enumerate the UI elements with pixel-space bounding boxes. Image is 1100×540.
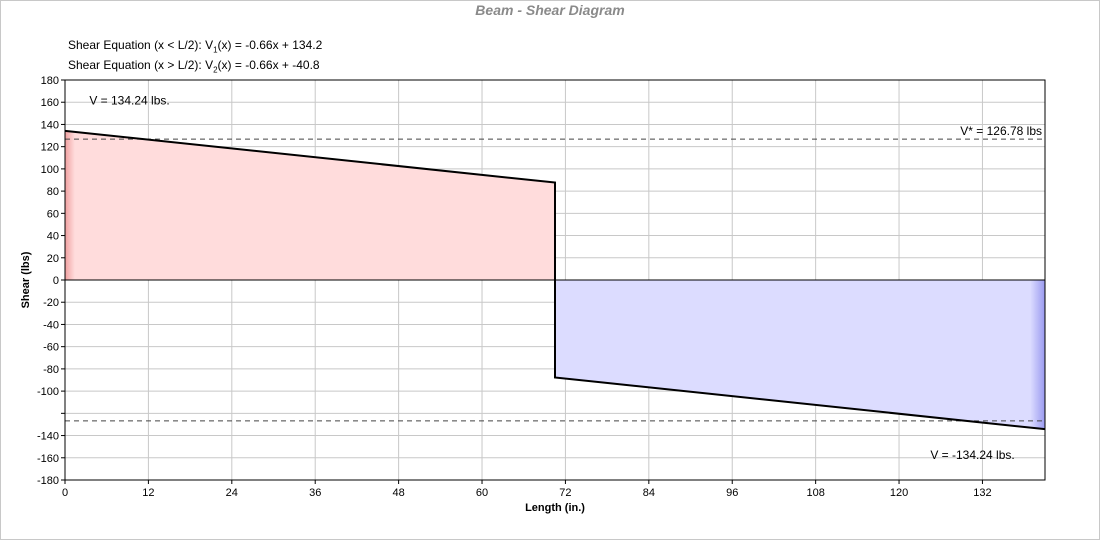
shear-equation-2: Shear Equation (x > L/2): V2(x) = -0.66x…: [68, 58, 320, 74]
equation-2-suffix: (x) = -0.66x + -40.8: [217, 58, 320, 72]
y-tick-label: 0: [53, 275, 59, 287]
y-tick-label: 100: [41, 164, 59, 176]
x-tick-label: 108: [806, 487, 824, 499]
x-tick-label: 12: [142, 487, 154, 499]
y-tick-label: -140: [37, 431, 59, 443]
equation-1-subscript: 1: [213, 45, 218, 55]
negative-shear-area: [555, 280, 1045, 430]
x-tick-label: 132: [973, 487, 991, 499]
y-tick-label: -100: [37, 386, 59, 398]
equation-1-prefix: Shear Equation (x < L/2): V: [68, 38, 214, 52]
y-tick-label: 140: [41, 119, 59, 131]
equation-1-suffix: (x) = -0.66x + 134.2: [217, 38, 323, 52]
shear-equation-1: Shear Equation (x < L/2): V1(x) = -0.66x…: [68, 38, 322, 54]
x-tick-label: 48: [392, 487, 404, 499]
x-tick-label: 36: [309, 487, 321, 499]
shear-line: [64, 129, 1046, 431]
equation-2-prefix: Shear Equation (x > L/2): V: [68, 58, 214, 72]
y-tick-label: 80: [47, 186, 59, 198]
y-tick-label: 40: [47, 231, 59, 243]
y-tick-label: -60: [43, 342, 59, 354]
x-tick-label: 96: [726, 487, 738, 499]
y-tick-label: -180: [37, 475, 59, 487]
value-annotation: V = 134.24 lbs.: [89, 93, 169, 107]
x-tick-label: 72: [559, 487, 571, 499]
reference-line-label: V* = 126.78 lbs: [960, 124, 1042, 138]
x-tick-label: 84: [643, 487, 655, 499]
x-tick-label: 0: [62, 487, 68, 499]
y-tick-label: 180: [41, 75, 59, 87]
y-axis-label: Shear (lbs): [20, 251, 32, 309]
x-tick-label: 24: [226, 487, 238, 499]
y-tick-label: 20: [47, 253, 59, 265]
y-tick-label: -40: [43, 319, 59, 331]
value-annotation: V = -134.24 lbs.: [930, 448, 1014, 462]
x-tick-label: 60: [476, 487, 488, 499]
y-tick-label: -160: [37, 453, 59, 465]
x-tick-label: 120: [890, 487, 908, 499]
y-tick-label: -80: [43, 364, 59, 376]
y-tick-label: 60: [47, 208, 59, 220]
chart-title: Beam - Shear Diagram: [475, 2, 625, 18]
y-tick-label: 160: [41, 97, 59, 109]
x-axis-label: Length (in.): [525, 502, 585, 514]
equation-2-subscript: 2: [213, 65, 218, 75]
y-tick-label: -20: [43, 297, 59, 309]
y-tick-label: 120: [41, 142, 59, 154]
positive-shear-area: [65, 130, 555, 280]
